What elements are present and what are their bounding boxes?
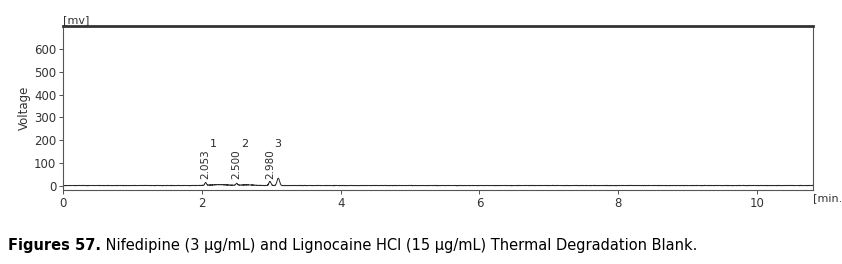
Y-axis label: Voltage: Voltage <box>19 86 31 130</box>
Text: Figures 57.: Figures 57. <box>8 238 101 253</box>
Text: 2.053: 2.053 <box>200 149 210 179</box>
Text: Nifedipine (3 μg/mL) and Lignocaine HCl (15 μg/mL) Thermal Degradation Blank.: Nifedipine (3 μg/mL) and Lignocaine HCl … <box>101 238 698 253</box>
Text: 2.500: 2.500 <box>232 149 242 179</box>
Text: [min.]: [min.] <box>813 193 842 203</box>
Text: 2.980: 2.980 <box>265 149 275 179</box>
Text: 3: 3 <box>274 139 281 149</box>
Text: [mv]: [mv] <box>63 15 89 25</box>
Text: 2: 2 <box>241 139 248 149</box>
Text: 1: 1 <box>210 139 216 149</box>
